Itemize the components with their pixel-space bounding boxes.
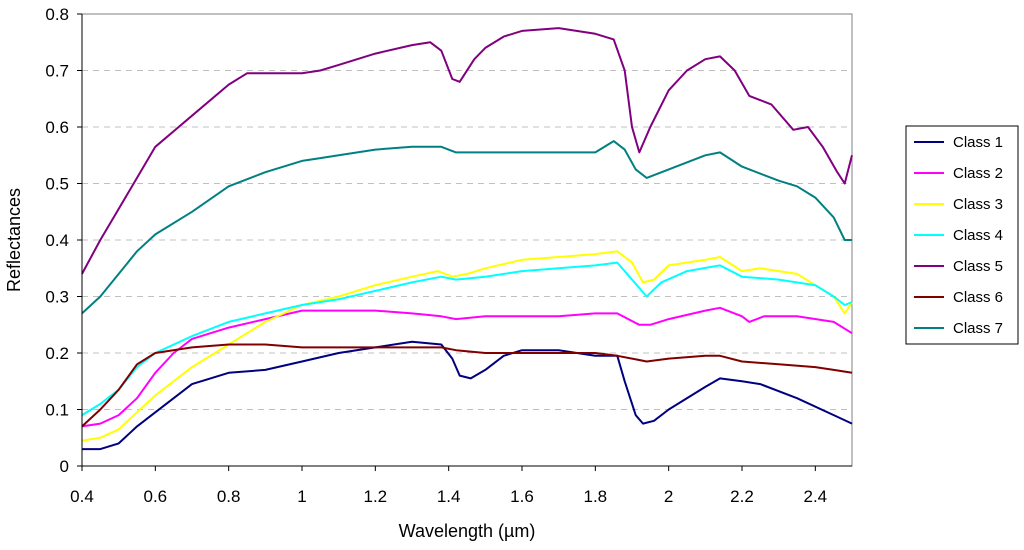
x-tick-label: 0.6 <box>144 487 168 506</box>
series-line-class-5 <box>81 27 853 275</box>
legend-label: Class 1 <box>953 134 1003 151</box>
legend-item: Class 5 <box>914 258 1003 275</box>
x-tick-label: 0.8 <box>217 487 241 506</box>
y-tick-label: 0.1 <box>45 401 69 420</box>
legend-label: Class 6 <box>953 289 1003 306</box>
y-axis-title: Reflectances <box>4 188 24 292</box>
y-tick-label: 0 <box>60 457 69 476</box>
legend-item: Class 2 <box>914 165 1003 182</box>
y-tick-label: 0.7 <box>45 62 69 81</box>
legend-label: Class 5 <box>953 258 1003 275</box>
legend-label: Class 2 <box>953 165 1003 182</box>
legend-label: Class 4 <box>953 227 1003 244</box>
series-line-class-3 <box>81 250 853 442</box>
x-tick-label: 0.4 <box>70 487 94 506</box>
series-line-class-2 <box>81 306 853 428</box>
series-line-class-1 <box>82 340 853 451</box>
x-tick-label: 2 <box>664 487 673 506</box>
legend-label: Class 7 <box>953 320 1003 337</box>
x-tick-label: 1 <box>297 487 306 506</box>
legend-item: Class 1 <box>914 134 1003 151</box>
series-line-class-6 <box>81 343 853 428</box>
legend-item: Class 3 <box>914 196 1003 213</box>
y-tick-label: 0.6 <box>45 118 69 137</box>
legend-item: Class 7 <box>914 320 1003 337</box>
series-lines <box>81 27 853 451</box>
tick-labels: 0 0.1 0.2 0.3 0.4 0.5 0.6 0.7 0.8 0.4 0.6 0.8 1 1.2 1.… <box>45 5 827 506</box>
x-tick-label: 1.4 <box>437 487 461 506</box>
x-axis-title: Wavelength (µm) <box>399 521 536 541</box>
legend-item: Class 6 <box>914 289 1003 306</box>
legend: Class 1 Class 2 Class 3 Class 4 Class 5 Class… <box>905 125 1019 345</box>
y-tick-label: 0.5 <box>45 175 69 194</box>
x-tick-label: 1.6 <box>510 487 534 506</box>
axes <box>77 13 852 471</box>
legend-label: Class 3 <box>953 196 1003 213</box>
x-tick-label: 2.2 <box>730 487 754 506</box>
y-tick-label: 0.8 <box>45 5 69 24</box>
legend-item: Class 4 <box>914 227 1003 244</box>
y-tick-label: 0.4 <box>45 231 69 250</box>
y-tick-label: 0.2 <box>45 344 69 363</box>
y-tick-label: 0.3 <box>45 288 69 307</box>
x-tick-label: 1.2 <box>364 487 388 506</box>
x-tick-label: 1.8 <box>584 487 608 506</box>
legend-items: Class 1 Class 2 Class 3 Class 4 Class 5 Class… <box>914 134 1003 337</box>
series-line-class-7 <box>81 140 852 315</box>
gridlines <box>82 70 852 410</box>
series-line-class-4 <box>81 261 853 416</box>
x-tick-label: 2.4 <box>804 487 828 506</box>
